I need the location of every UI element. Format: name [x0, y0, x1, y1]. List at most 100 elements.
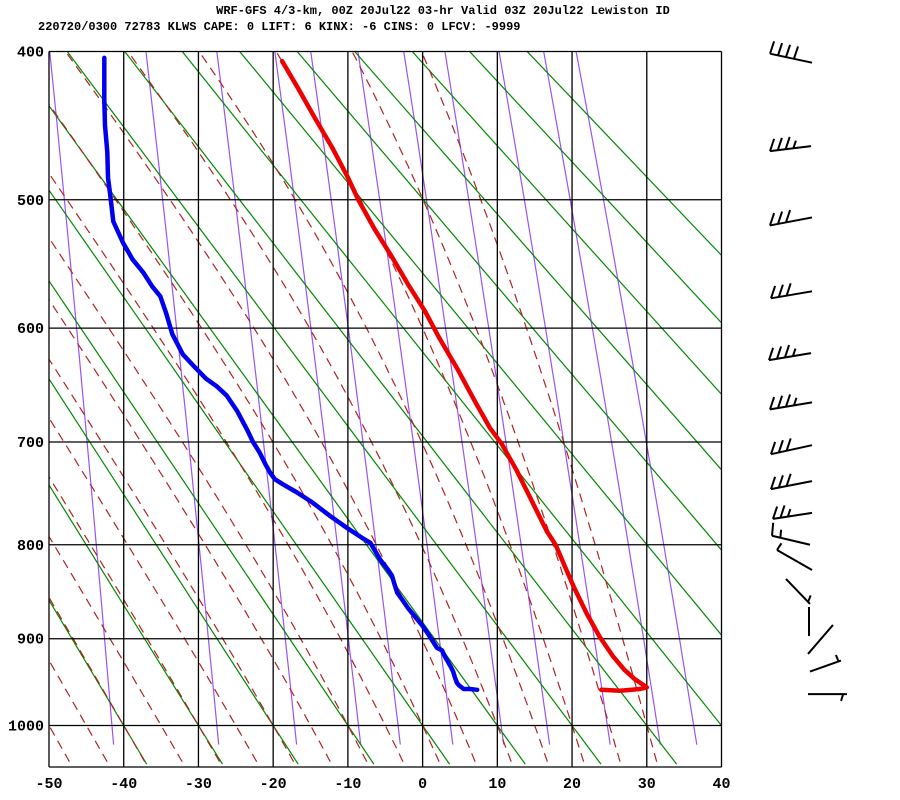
temperature-axis-label: -50 — [35, 776, 62, 793]
wind-barb-tick — [769, 212, 776, 226]
wind-barb — [785, 578, 812, 605]
wind-barb — [769, 136, 812, 153]
wind-barb-shaft — [785, 578, 811, 605]
moist-adiabat-line — [127, 51, 512, 762]
wind-barb-shaft — [769, 52, 813, 64]
moist-adiabat-line — [275, 51, 585, 762]
temperature-axis-label: -40 — [110, 776, 137, 793]
wind-barb — [808, 693, 847, 702]
dry-adiabat-line — [49, 189, 451, 765]
wind-barb-tick — [776, 137, 783, 151]
wind-barb — [772, 505, 813, 520]
wind-barb-shaft — [770, 290, 813, 300]
pressure-axis-label: 500 — [17, 193, 44, 210]
wind-barb-tick — [769, 41, 776, 55]
axis-labels: 400 500 600 700 800 900 1000 -50 -40 -30 -20 -10 0 10… — [8, 45, 731, 794]
wind-barb-tick — [777, 284, 784, 298]
dry-adiabat-line — [296, 51, 722, 551]
wind-barb-shaft — [771, 534, 811, 546]
wind-barb — [768, 344, 812, 362]
wind-barb-shaft — [809, 659, 842, 673]
wind-barb-shaft — [768, 352, 812, 362]
wind-barb-shaft — [772, 511, 813, 520]
wind-barb — [770, 438, 813, 456]
dry-adiabat-line — [526, 51, 722, 257]
moist-adiabat-line — [49, 172, 404, 762]
pressure-axis-label: 800 — [17, 538, 44, 555]
wind-barb-tick — [770, 476, 777, 490]
moist-adiabat-line — [49, 236, 368, 762]
temperature-axis-label: 10 — [488, 776, 506, 793]
temperature-axis-label: 30 — [638, 776, 656, 793]
wind-barb-tick — [792, 140, 797, 149]
moist-adiabat-line — [49, 596, 146, 763]
wind-barb-shaft — [770, 444, 813, 456]
moist-adiabat-line — [49, 103, 440, 762]
wind-barb — [770, 473, 813, 491]
dry-adiabat-line — [49, 599, 148, 765]
wind-barb-tick — [779, 529, 783, 538]
pressure-temperature-grid — [48, 50, 723, 768]
mixing-ratio-line — [498, 51, 611, 745]
temperature-axis-label: -10 — [334, 776, 361, 793]
wind-barb-tick — [840, 693, 845, 702]
wind-barb-column — [768, 41, 847, 702]
wind-barb-tick — [784, 344, 791, 358]
wind-barb-tick — [769, 138, 776, 152]
temperature-axis-label: 20 — [563, 776, 581, 793]
moist-adiabat-line — [351, 51, 621, 762]
chart-title: WRF-GFS 4/3-km, 00Z 20Jul22 03-hr Valid … — [216, 4, 670, 18]
dewpoint-profile-curve — [102, 55, 480, 693]
dry-adiabat-line — [181, 51, 722, 727]
wind-barb-shaft — [776, 549, 813, 571]
wind-barb-tick — [771, 522, 775, 536]
wind-barb-shaft — [770, 480, 813, 491]
wind-barb-tick — [779, 505, 786, 519]
wind-barb — [776, 542, 813, 571]
mixing-ratio-line — [49, 51, 115, 745]
mixing-ratio-line — [216, 51, 298, 745]
wind-barb-tick — [785, 44, 792, 58]
mixing-ratio-line — [403, 51, 505, 745]
wind-barb-tick — [785, 394, 792, 408]
dry-adiabat-line — [49, 483, 224, 765]
moist-adiabat-line — [49, 659, 108, 762]
moist-adiabat-line — [49, 358, 295, 762]
dry-adiabat-line — [66, 51, 602, 765]
temperature-axis-label: -20 — [260, 776, 287, 793]
wind-barb-tick — [785, 209, 792, 223]
wind-barb-tick — [792, 46, 799, 60]
wind-barb-tick — [769, 396, 776, 410]
mixing-ratio-line — [145, 51, 220, 745]
wind-barb-shaft — [769, 216, 813, 227]
dry-adiabat-line — [468, 51, 722, 324]
pressure-axis-label: 1000 — [8, 719, 44, 736]
pressure-axis-label: 700 — [17, 435, 44, 452]
dry-adiabat-line — [238, 51, 722, 637]
wind-barb-tick — [770, 441, 777, 455]
pressure-axis-label: 400 — [17, 45, 44, 62]
wind-barb-tick — [786, 508, 792, 517]
dry-adiabat-line — [49, 279, 375, 765]
wind-barb-tick — [784, 136, 791, 150]
pressure-axis-label: 900 — [17, 632, 44, 649]
sounding-profiles — [102, 55, 650, 693]
wind-barb-tick — [772, 506, 779, 520]
wind-barb-tick — [792, 397, 798, 406]
wind-barb — [769, 41, 813, 64]
wind-barb-shaft — [807, 624, 834, 655]
wind-barb-tick — [785, 473, 792, 487]
moist-adiabat-line — [198, 51, 548, 762]
wind-barb-tick — [791, 348, 797, 357]
moist-adiabat-line — [49, 724, 70, 762]
temperature-axis-label: 0 — [418, 776, 427, 793]
wind-barb — [770, 283, 813, 300]
dry-adiabat-line — [123, 51, 678, 765]
temperature-axis-label: -30 — [185, 776, 212, 793]
wind-barb-tick — [776, 542, 783, 551]
dry-adiabats — [49, 51, 722, 765]
pressure-axis-label: 600 — [17, 321, 44, 338]
chart-subtitle-indices: 220720/0300 72783 KLWS CAPE: 0 LIFT: 6 K… — [38, 20, 520, 34]
